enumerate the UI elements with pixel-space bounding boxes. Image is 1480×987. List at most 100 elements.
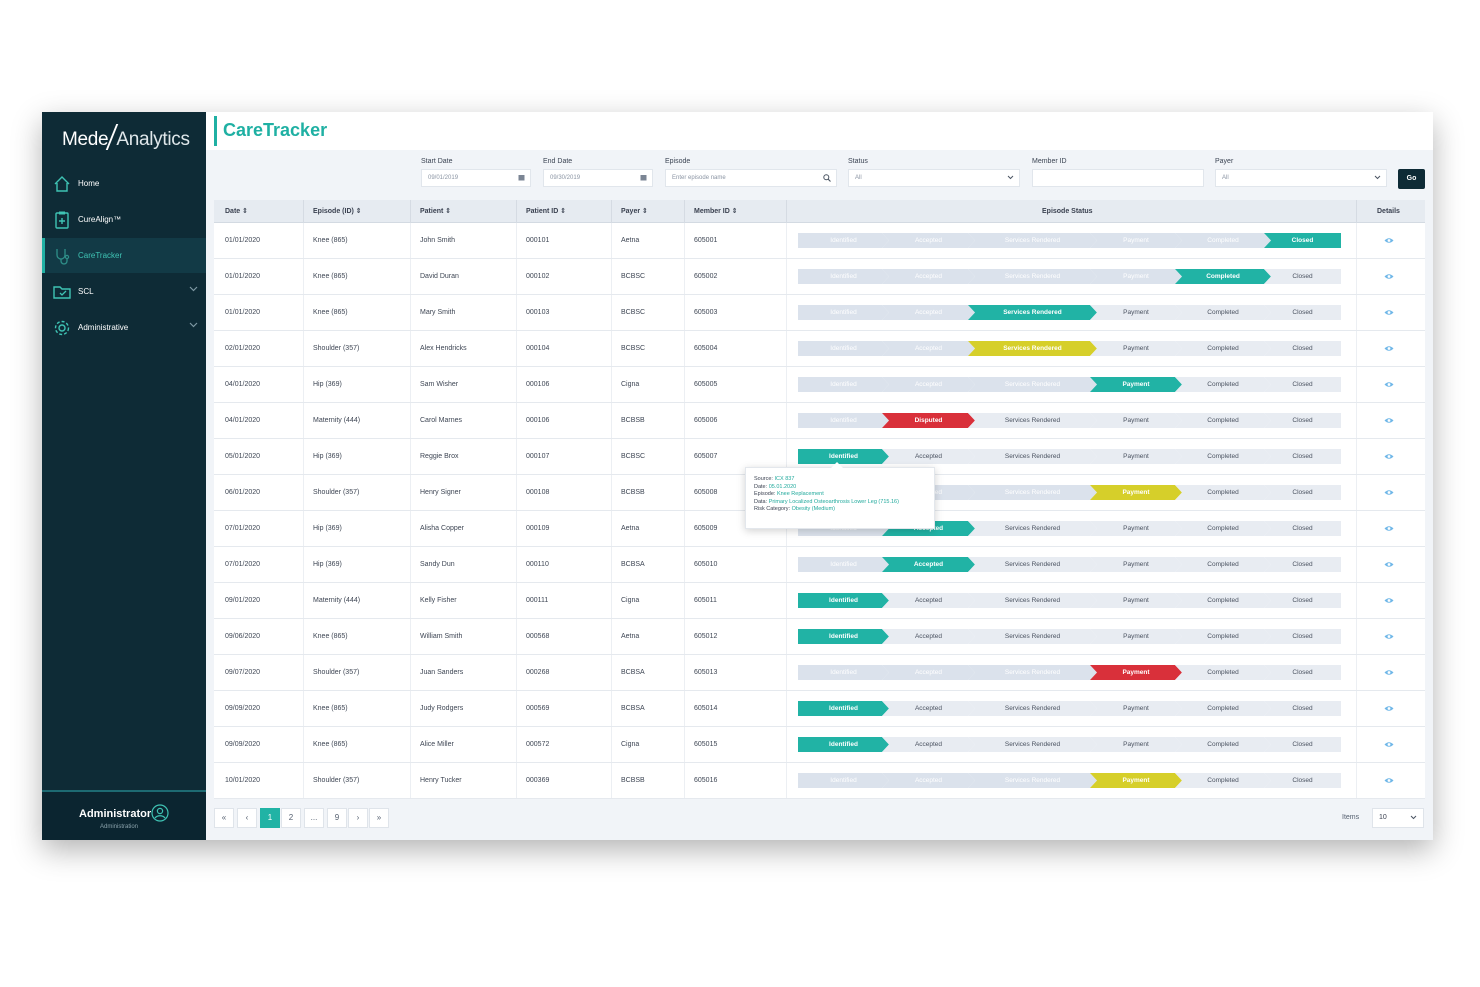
status-step[interactable]: Services Rendered: [968, 773, 1097, 788]
status-step[interactable]: Completed: [1175, 629, 1271, 644]
column-header-patient-id[interactable]: Patient ID ⇕: [526, 208, 567, 215]
search-icon[interactable]: [823, 174, 831, 182]
status-step[interactable]: Services Rendered: [968, 449, 1097, 464]
column-header-date[interactable]: Date ⇕: [225, 208, 248, 215]
status-step[interactable]: Disputed: [882, 413, 975, 428]
status-step[interactable]: Payment: [1090, 557, 1182, 572]
status-step[interactable]: Closed: [1264, 593, 1341, 608]
status-step[interactable]: Identified: [798, 413, 889, 428]
status-step[interactable]: Completed: [1175, 341, 1271, 356]
status-step[interactable]: Payment: [1090, 773, 1182, 788]
table-row[interactable]: 01/01/2020 Knee (865) Mary Smith 000103 BCBS…: [214, 295, 1425, 331]
member-id-input[interactable]: [1032, 169, 1204, 187]
status-step[interactable]: Services Rendered: [968, 665, 1097, 680]
status-step[interactable]: Identified: [798, 557, 889, 572]
user-avatar-icon[interactable]: [151, 804, 169, 822]
status-step[interactable]: Closed: [1264, 377, 1341, 392]
status-step[interactable]: Identified: [798, 701, 889, 716]
status-step[interactable]: Payment: [1090, 665, 1182, 680]
status-step[interactable]: Accepted: [882, 593, 975, 608]
view-details-icon[interactable]: [1384, 453, 1394, 460]
status-step[interactable]: Payment: [1090, 593, 1182, 608]
status-step[interactable]: Completed: [1175, 413, 1271, 428]
status-step[interactable]: Payment: [1090, 377, 1182, 392]
sidebar-item-caretracker[interactable]: CareTracker: [42, 238, 206, 273]
status-step[interactable]: Closed: [1264, 269, 1341, 284]
status-step[interactable]: Accepted: [882, 701, 975, 716]
go-button[interactable]: Go: [1398, 169, 1425, 189]
view-details-icon[interactable]: [1384, 381, 1394, 388]
status-step[interactable]: Identified: [798, 305, 889, 320]
table-row[interactable]: 09/07/2020 Shoulder (357) Juan Sanders 0002…: [214, 655, 1425, 691]
episode-search-input[interactable]: Enter episode name: [665, 169, 837, 187]
status-step[interactable]: Completed: [1175, 557, 1271, 572]
status-step[interactable]: Completed: [1175, 593, 1271, 608]
view-details-icon[interactable]: [1384, 525, 1394, 532]
status-step[interactable]: Completed: [1175, 377, 1271, 392]
status-step[interactable]: Closed: [1264, 521, 1341, 536]
status-step[interactable]: Completed: [1175, 665, 1271, 680]
status-step[interactable]: Services Rendered: [968, 269, 1097, 284]
table-row[interactable]: 04/01/2020 Maternity (444) Carol Marnes 000…: [214, 403, 1425, 439]
page-button-2[interactable]: 2: [281, 808, 301, 828]
status-step[interactable]: Payment: [1090, 449, 1182, 464]
status-step[interactable]: Services Rendered: [968, 593, 1097, 608]
view-details-icon[interactable]: [1384, 777, 1394, 784]
status-step[interactable]: Closed: [1264, 557, 1341, 572]
status-step[interactable]: Identified: [798, 665, 889, 680]
status-step[interactable]: Services Rendered: [968, 413, 1097, 428]
status-step[interactable]: Identified: [798, 377, 889, 392]
table-row[interactable]: 10/01/2020 Shoulder (357) Henry Tucker 0003…: [214, 763, 1425, 799]
table-row[interactable]: 07/01/2020 Hip (369) Sandy Dun 000110 BCBSA 6…: [214, 547, 1425, 583]
status-step[interactable]: Identified: [798, 449, 889, 464]
calendar-icon[interactable]: [518, 174, 525, 181]
status-step[interactable]: Payment: [1090, 233, 1182, 248]
view-details-icon[interactable]: [1384, 273, 1394, 280]
status-step[interactable]: Completed: [1175, 269, 1271, 284]
column-header-patient[interactable]: Patient ⇕: [420, 208, 452, 215]
status-step[interactable]: Services Rendered: [968, 485, 1097, 500]
status-step[interactable]: Closed: [1264, 413, 1341, 428]
status-select[interactable]: All: [848, 169, 1020, 187]
status-step[interactable]: Accepted: [882, 629, 975, 644]
status-step[interactable]: Accepted: [882, 377, 975, 392]
status-step[interactable]: Services Rendered: [968, 341, 1097, 356]
first-page-button[interactable]: «: [214, 808, 234, 828]
status-step[interactable]: Closed: [1264, 665, 1341, 680]
start-date-input[interactable]: 09/01/2019: [421, 169, 531, 187]
status-step[interactable]: Payment: [1090, 413, 1182, 428]
status-step[interactable]: Services Rendered: [968, 305, 1097, 320]
status-step[interactable]: Services Rendered: [968, 629, 1097, 644]
status-step[interactable]: Completed: [1175, 233, 1271, 248]
status-step[interactable]: Services Rendered: [968, 233, 1097, 248]
view-details-icon[interactable]: [1384, 237, 1394, 244]
chevron-down-icon[interactable]: [189, 286, 198, 292]
status-step[interactable]: Services Rendered: [968, 701, 1097, 716]
status-step[interactable]: Payment: [1090, 341, 1182, 356]
chevron-down-icon[interactable]: [189, 322, 198, 328]
view-details-icon[interactable]: [1384, 705, 1394, 712]
status-step[interactable]: Accepted: [882, 737, 975, 752]
status-step[interactable]: Accepted: [882, 773, 975, 788]
page-button-9[interactable]: 9: [327, 808, 347, 828]
status-step[interactable]: Accepted: [882, 305, 975, 320]
status-step[interactable]: Accepted: [882, 341, 975, 356]
view-details-icon[interactable]: [1384, 741, 1394, 748]
status-step[interactable]: Closed: [1264, 341, 1341, 356]
status-step[interactable]: Identified: [798, 593, 889, 608]
status-step[interactable]: Completed: [1175, 521, 1271, 536]
status-step[interactable]: Payment: [1090, 701, 1182, 716]
view-details-icon[interactable]: [1384, 417, 1394, 424]
status-step[interactable]: Payment: [1090, 305, 1182, 320]
end-date-input[interactable]: 09/30/2019: [543, 169, 653, 187]
view-details-icon[interactable]: [1384, 309, 1394, 316]
table-row[interactable]: 09/06/2020 Knee (865) William Smith 000568 A…: [214, 619, 1425, 655]
status-step[interactable]: Closed: [1264, 773, 1341, 788]
table-row[interactable]: 04/01/2020 Hip (369) Sam Wisher 000106 Cigna…: [214, 367, 1425, 403]
sidebar-item-administrative[interactable]: Administrative: [42, 310, 206, 345]
table-row[interactable]: 09/01/2020 Maternity (444) Kelly Fisher 000…: [214, 583, 1425, 619]
payer-select[interactable]: All: [1215, 169, 1387, 187]
brand-logo[interactable]: Mede Analytics: [62, 124, 190, 150]
status-step[interactable]: Closed: [1264, 737, 1341, 752]
status-step[interactable]: Payment: [1090, 737, 1182, 752]
